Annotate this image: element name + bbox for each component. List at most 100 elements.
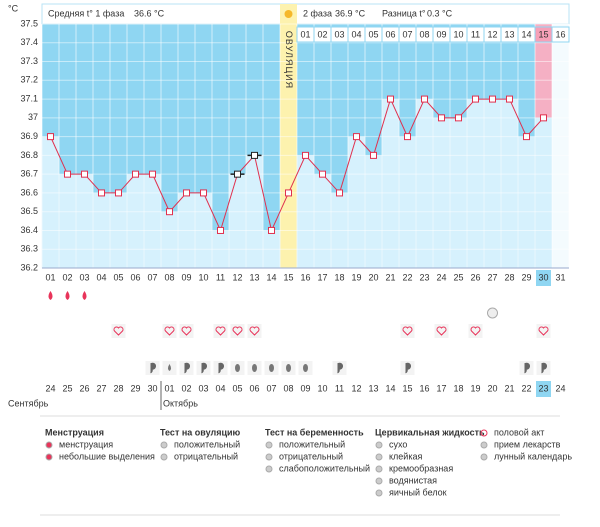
- sun-icon: [284, 10, 293, 18]
- phase2-day: 01: [300, 29, 310, 39]
- temp-point: [353, 133, 360, 141]
- date-label: 09: [300, 383, 310, 393]
- x-tick-label: 11: [216, 272, 225, 282]
- temp-bar: [517, 136, 536, 269]
- today-label-bg: [536, 270, 551, 286]
- x-tick-label: 06: [130, 272, 140, 282]
- phase1-value: 36.6 °C: [134, 8, 165, 18]
- temp-point: [302, 151, 309, 159]
- x-tick-label: 30: [538, 272, 548, 282]
- temp-point: [404, 133, 411, 141]
- phase2-day: 15: [538, 29, 548, 39]
- temp-point: [183, 189, 190, 197]
- legend-icon: [160, 441, 168, 449]
- temp-point: [506, 95, 513, 103]
- intercourse-bg: [434, 324, 449, 338]
- x-tick-label: 08: [164, 272, 174, 282]
- temp-point: [217, 226, 224, 234]
- menstruation-icon: [65, 291, 70, 300]
- intercourse-icon: [249, 326, 260, 336]
- legend-icon: [375, 441, 383, 449]
- date-label: 18: [453, 383, 463, 393]
- fluid-egg-white: [286, 364, 291, 372]
- y-tick-label: 36.6: [20, 187, 38, 197]
- temp-point: [489, 95, 496, 103]
- temp-point: [319, 170, 326, 178]
- x-tick-label: 16: [300, 272, 310, 282]
- x-tick-label: 12: [232, 272, 242, 282]
- legend-item: отрицательный: [174, 451, 238, 461]
- y-tick-label: 36.4: [20, 225, 38, 235]
- legend-icon: [265, 465, 273, 473]
- pregnancy-test-icon: [487, 307, 498, 319]
- intercourse-icon: [436, 326, 447, 336]
- y-tick-label: 36.9: [20, 131, 38, 141]
- date-label: 22: [521, 383, 531, 393]
- legend-item: прием лекарств: [494, 439, 561, 449]
- temp-point: [336, 189, 343, 197]
- date-label: 21: [504, 383, 514, 393]
- x-tick-label: 22: [402, 272, 412, 282]
- diff-label: Разница t°: [382, 8, 426, 18]
- phase2-day: 10: [453, 29, 463, 39]
- legend-icon: [45, 441, 53, 449]
- fluid-egg-white: [269, 364, 274, 372]
- legend-title: Тест на овуляцию: [160, 427, 241, 437]
- legend-item: небольшие выделения: [59, 451, 155, 461]
- intercourse-bg: [162, 324, 177, 338]
- intercourse-bg: [111, 324, 126, 338]
- temp-point: [200, 189, 207, 197]
- fluid-egg-white: [235, 364, 240, 372]
- date-label: 07: [266, 383, 276, 393]
- fluid-creamy: [405, 362, 412, 374]
- diff-value: 0.3 °C: [427, 8, 453, 18]
- x-tick-label: 18: [334, 272, 344, 282]
- intercourse-icon: [402, 326, 413, 336]
- phase2-day: 14: [521, 29, 531, 39]
- x-tick-label: 04: [96, 272, 106, 282]
- temp-point: [81, 170, 88, 178]
- y-tick-label: 37.4: [20, 37, 38, 47]
- legend-icon: [375, 453, 383, 461]
- y-tick-label: 36.8: [20, 150, 38, 160]
- x-tick-label: 28: [504, 272, 514, 282]
- y-tick-label: 37.2: [20, 75, 38, 85]
- date-label: 23: [538, 383, 548, 393]
- fluid-creamy: [150, 362, 157, 374]
- y-tick-label: 36.3: [20, 244, 38, 254]
- y-tick-label: 37.1: [20, 93, 38, 103]
- y-tick-label: 36.5: [20, 206, 38, 216]
- legend-item: яичный белок: [389, 487, 447, 497]
- intercourse-icon: [232, 326, 243, 336]
- y-tick-label: 37.5: [20, 18, 38, 28]
- x-tick-label: 27: [487, 272, 497, 282]
- x-tick-label: 05: [113, 272, 123, 282]
- intercourse-icon: [181, 326, 192, 336]
- menstruation-icon: [48, 291, 53, 300]
- legend-icon: [375, 477, 383, 485]
- intercourse-bg: [536, 324, 551, 338]
- temp-bar: [381, 98, 400, 269]
- intercourse-icon: [215, 326, 226, 336]
- date-label: 24: [555, 383, 565, 393]
- phase2-day: 16: [555, 29, 565, 39]
- temp-bar: [41, 136, 60, 269]
- fluid-egg-white: [303, 364, 308, 372]
- x-tick-label: 15: [283, 272, 293, 282]
- intercourse-bg: [230, 324, 245, 338]
- temp-point: [387, 95, 394, 103]
- temp-point: [268, 226, 275, 234]
- y-tick-label: 36.2: [20, 262, 38, 272]
- x-tick-label: 31: [555, 272, 565, 282]
- date-label: 03: [198, 383, 208, 393]
- temp-point: [370, 151, 377, 159]
- date-label: 17: [436, 383, 446, 393]
- x-tick-label: 01: [45, 272, 55, 282]
- date-label: 01: [164, 383, 174, 393]
- intercourse-bg: [247, 324, 262, 338]
- legend-icon: [265, 441, 273, 449]
- temp-bar: [466, 98, 485, 269]
- temp-point: [98, 189, 105, 197]
- x-tick-label: 20: [368, 272, 378, 282]
